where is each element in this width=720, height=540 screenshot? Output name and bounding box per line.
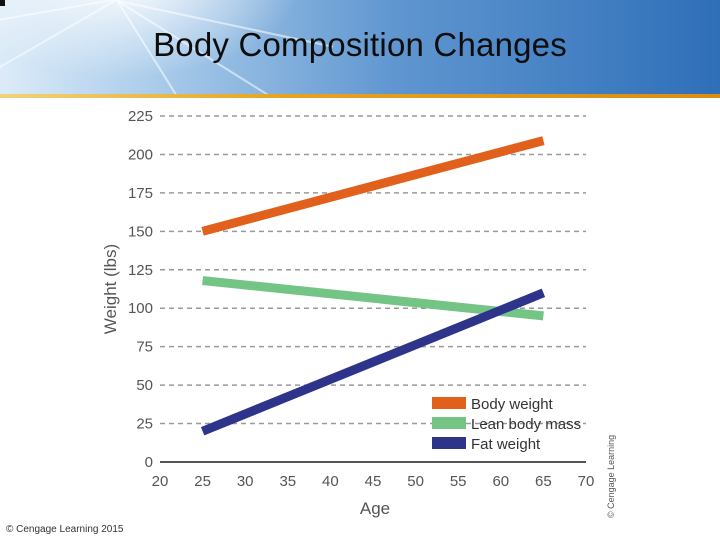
legend-label-2: Fat weight — [471, 436, 541, 453]
x-tick-label-20: 20 — [152, 473, 169, 490]
y-tick-label-125: 125 — [128, 262, 153, 279]
legend-swatch-1 — [432, 417, 466, 429]
y-tick-label-175: 175 — [128, 185, 153, 202]
page-title: Body Composition Changes — [153, 26, 567, 63]
y-tick-label-200: 200 — [128, 146, 153, 163]
y-tick-label-0: 0 — [145, 454, 153, 471]
x-tick-label-55: 55 — [450, 473, 467, 490]
x-tick-label-60: 60 — [492, 473, 509, 490]
y-tick-label-25: 25 — [136, 416, 153, 433]
y-tick-label-150: 150 — [128, 223, 153, 240]
x-tick-label-40: 40 — [322, 473, 339, 490]
legend-label-1: Lean body mass — [471, 416, 581, 433]
y-tick-label-75: 75 — [136, 339, 153, 356]
series-line-0 — [201, 136, 545, 236]
y-axis-title: Weight (lbs) — [101, 244, 120, 334]
header-accent-stripe — [0, 94, 720, 98]
series-line-2 — [200, 288, 546, 436]
x-axis-title: Age — [360, 499, 390, 518]
legend-swatch-2 — [432, 437, 466, 449]
x-tick-label-45: 45 — [365, 473, 382, 490]
x-tick-label-65: 65 — [535, 473, 552, 490]
header-banner — [0, 0, 720, 94]
x-tick-label-35: 35 — [279, 473, 296, 490]
side-copyright-credit: © Cengage Learning — [606, 434, 616, 518]
series-line-1 — [202, 276, 544, 321]
x-tick-label-30: 30 — [237, 473, 254, 490]
x-tick-label-25: 25 — [194, 473, 211, 490]
corner-mark — [0, 0, 5, 6]
legend-swatch-0 — [432, 397, 466, 409]
copyright-credit: © Cengage Learning 2015 — [6, 524, 124, 535]
y-tick-label-225: 225 — [128, 108, 153, 125]
x-tick-label-70: 70 — [578, 473, 595, 490]
y-tick-label-50: 50 — [136, 377, 153, 394]
legend-label-0: Body weight — [471, 396, 554, 413]
x-tick-label-50: 50 — [407, 473, 424, 490]
y-tick-label-100: 100 — [128, 300, 153, 317]
